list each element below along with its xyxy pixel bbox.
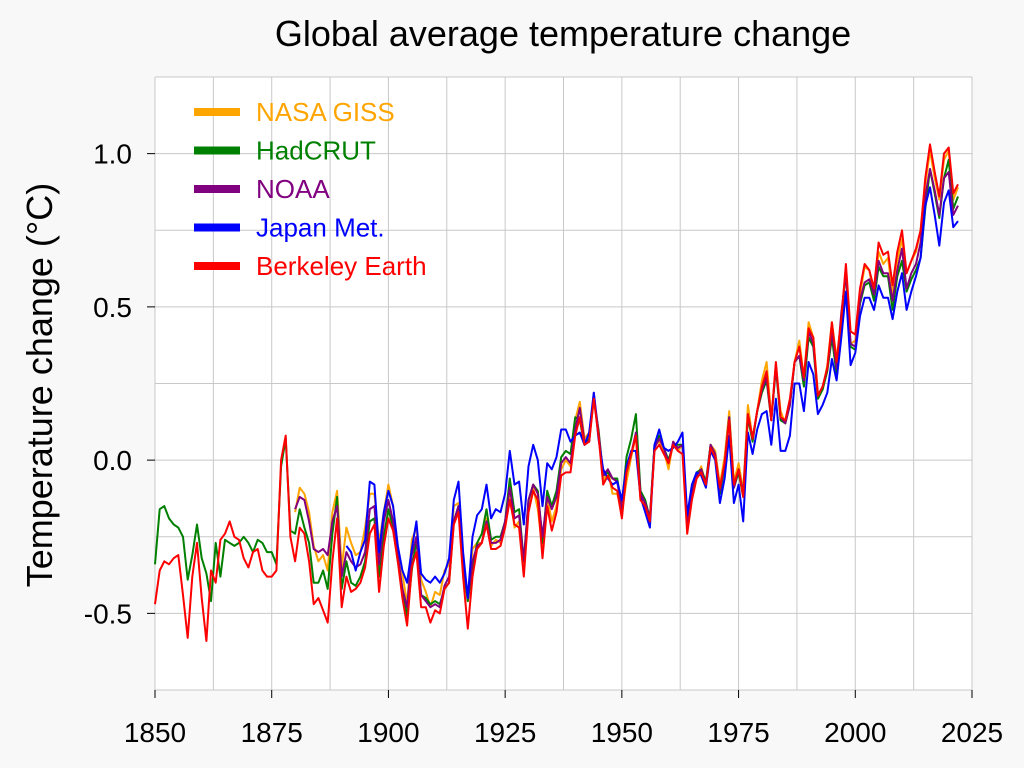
legend: NASA GISS HadCRUT NOAA Japan Met. Berkeley E…	[194, 97, 427, 281]
x-tick-label: 1850	[124, 717, 186, 748]
y-tick-label: 1.0	[93, 139, 132, 170]
x-tick-label: 1925	[474, 717, 536, 748]
y-axis-label: Temperature change (°C)	[19, 183, 60, 588]
series-lines	[154, 143, 959, 642]
y-axis-ticks: -0.5 0.0 0.5 1.0	[84, 139, 155, 629]
x-tick-label: 1875	[241, 717, 303, 748]
legend-label: NOAA	[256, 174, 330, 204]
legend-label: HadCRUT	[256, 136, 376, 166]
series-line-berkeley-earth	[154, 143, 959, 642]
y-tick-label: 0.0	[93, 445, 132, 476]
x-tick-label: 1950	[591, 717, 653, 748]
x-tick-label: 1900	[357, 717, 419, 748]
y-tick-label: 0.5	[93, 292, 132, 323]
x-tick-label: 2000	[824, 717, 886, 748]
x-tick-label: 1975	[707, 717, 769, 748]
y-tick-label: -0.5	[84, 598, 132, 629]
legend-label: NASA GISS	[256, 97, 395, 127]
legend-label: Japan Met.	[256, 213, 385, 243]
x-tick-label: 2025	[941, 717, 1003, 748]
x-axis-ticks: 1850 1875 1900 1925 1950 1975 2000 2025	[124, 690, 1003, 748]
legend-label: Berkeley Earth	[256, 251, 427, 281]
chart-title: Global average temperature change	[275, 13, 851, 54]
grid	[154, 76, 973, 691]
